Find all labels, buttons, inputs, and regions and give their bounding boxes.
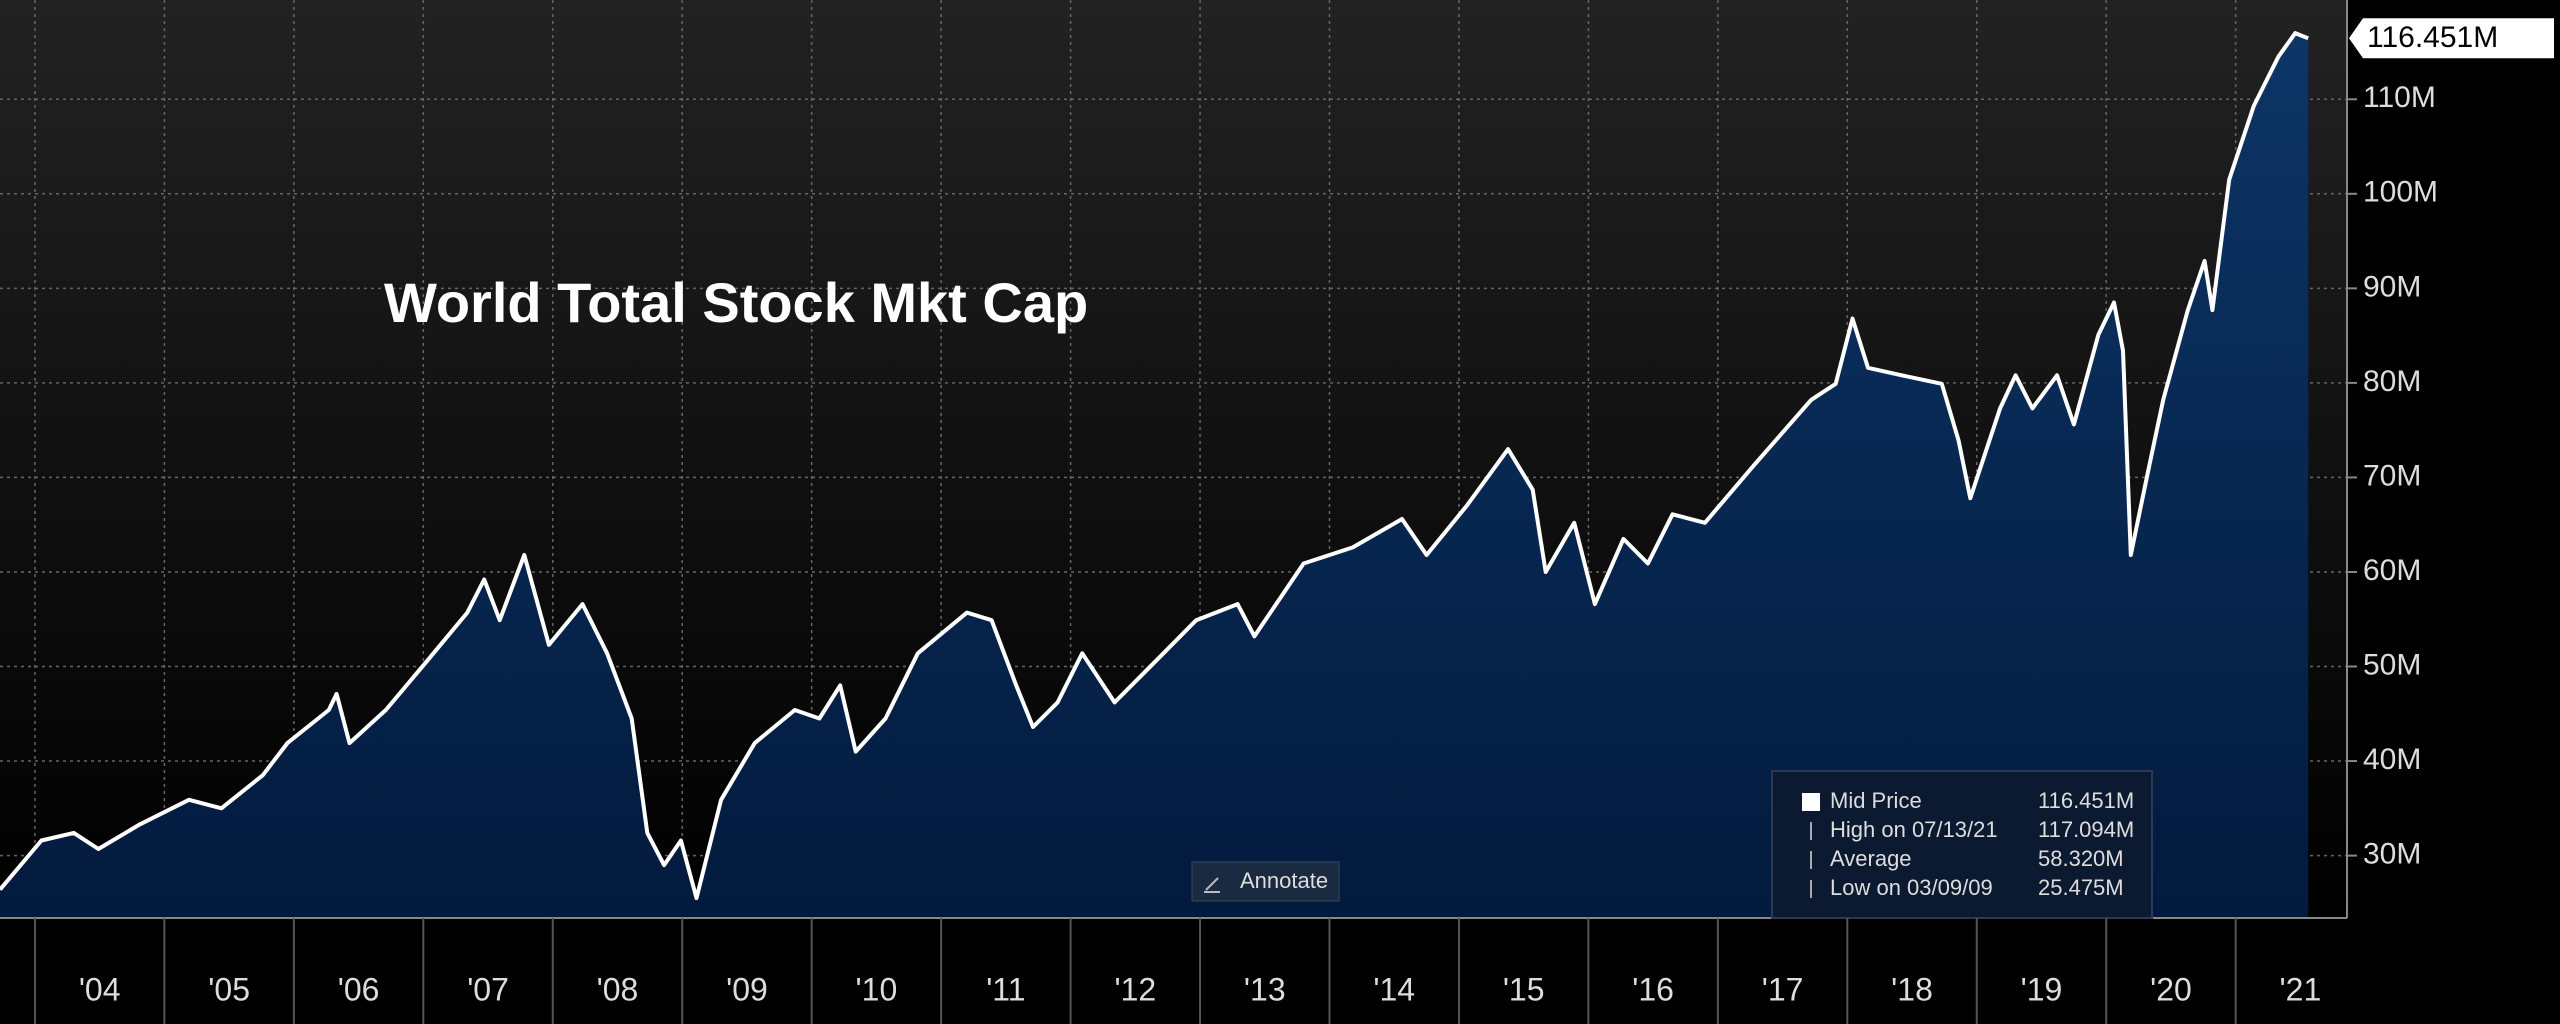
y-tick-label: 50M xyxy=(2363,648,2421,681)
chart-title: World Total Stock Mkt Cap xyxy=(384,271,1088,334)
x-tick-label: '08 xyxy=(597,971,639,1007)
x-tick-label: '10 xyxy=(856,971,898,1007)
legend-box xyxy=(1771,770,2153,919)
last-price-label: 116.451M xyxy=(2367,21,2498,54)
x-tick-label: '13 xyxy=(1244,971,1286,1007)
x-tick-label: '14 xyxy=(1373,971,1415,1007)
y-tick-label: 60M xyxy=(2363,554,2421,587)
legend-label: Low on 03/09/09 xyxy=(1830,875,1993,900)
legend-swatch xyxy=(1802,793,1820,811)
area-fill xyxy=(0,33,2309,919)
pen-icon xyxy=(1204,877,1220,893)
y-tick-label: 40M xyxy=(2363,743,2421,776)
legend-value: 58.320M xyxy=(2038,846,2124,871)
legend-value: 116.451M xyxy=(2038,788,2134,813)
price-line xyxy=(0,31,2309,901)
y-tick-label: 100M xyxy=(2363,176,2438,209)
legend-label: High on 07/13/21 xyxy=(1830,817,1998,842)
x-tick-label: '12 xyxy=(1114,971,1156,1007)
x-tick-label: '15 xyxy=(1503,971,1545,1007)
x-tick-label: '04 xyxy=(79,971,121,1007)
x-tick-label: '17 xyxy=(1762,971,1804,1007)
y-tick-label: 110M xyxy=(2363,81,2436,114)
button-box[interactable] xyxy=(1191,861,1340,902)
x-tick-label: '07 xyxy=(467,971,509,1007)
legend: Mid Price 116.451M High on 07/13/21 117.094… xyxy=(1771,770,2153,919)
legend-value: 117.094M xyxy=(2038,817,2134,842)
last-price-box xyxy=(2349,18,2554,59)
legend-value: 25.475M xyxy=(2038,875,2124,900)
x-tick-label: '09 xyxy=(726,971,768,1007)
legend-label: Mid Price xyxy=(1830,788,1922,813)
x-tick-label: '06 xyxy=(338,971,380,1007)
y-tick-label: 30M xyxy=(2363,838,2421,871)
annotate-button[interactable]: Annotate xyxy=(1191,861,1340,902)
y-tick-label: 80M xyxy=(2363,365,2421,398)
x-tick-label: '11 xyxy=(986,971,1025,1007)
x-tick-label: '16 xyxy=(1632,971,1674,1007)
x-tick-label: '05 xyxy=(208,971,250,1007)
legend-label: Average xyxy=(1830,846,1912,871)
x-tick-label: '19 xyxy=(2021,971,2063,1007)
y-tick-label: 90M xyxy=(2363,270,2421,303)
x-tick-label: '21 xyxy=(2280,971,2322,1007)
button-label[interactable]: Annotate xyxy=(1240,868,1328,893)
x-tick-label: '18 xyxy=(1891,971,1933,1007)
x-tick-label: '20 xyxy=(2150,971,2192,1007)
y-tick-label: 70M xyxy=(2363,459,2421,492)
last-price-marker: 116.451M xyxy=(2349,18,2554,59)
